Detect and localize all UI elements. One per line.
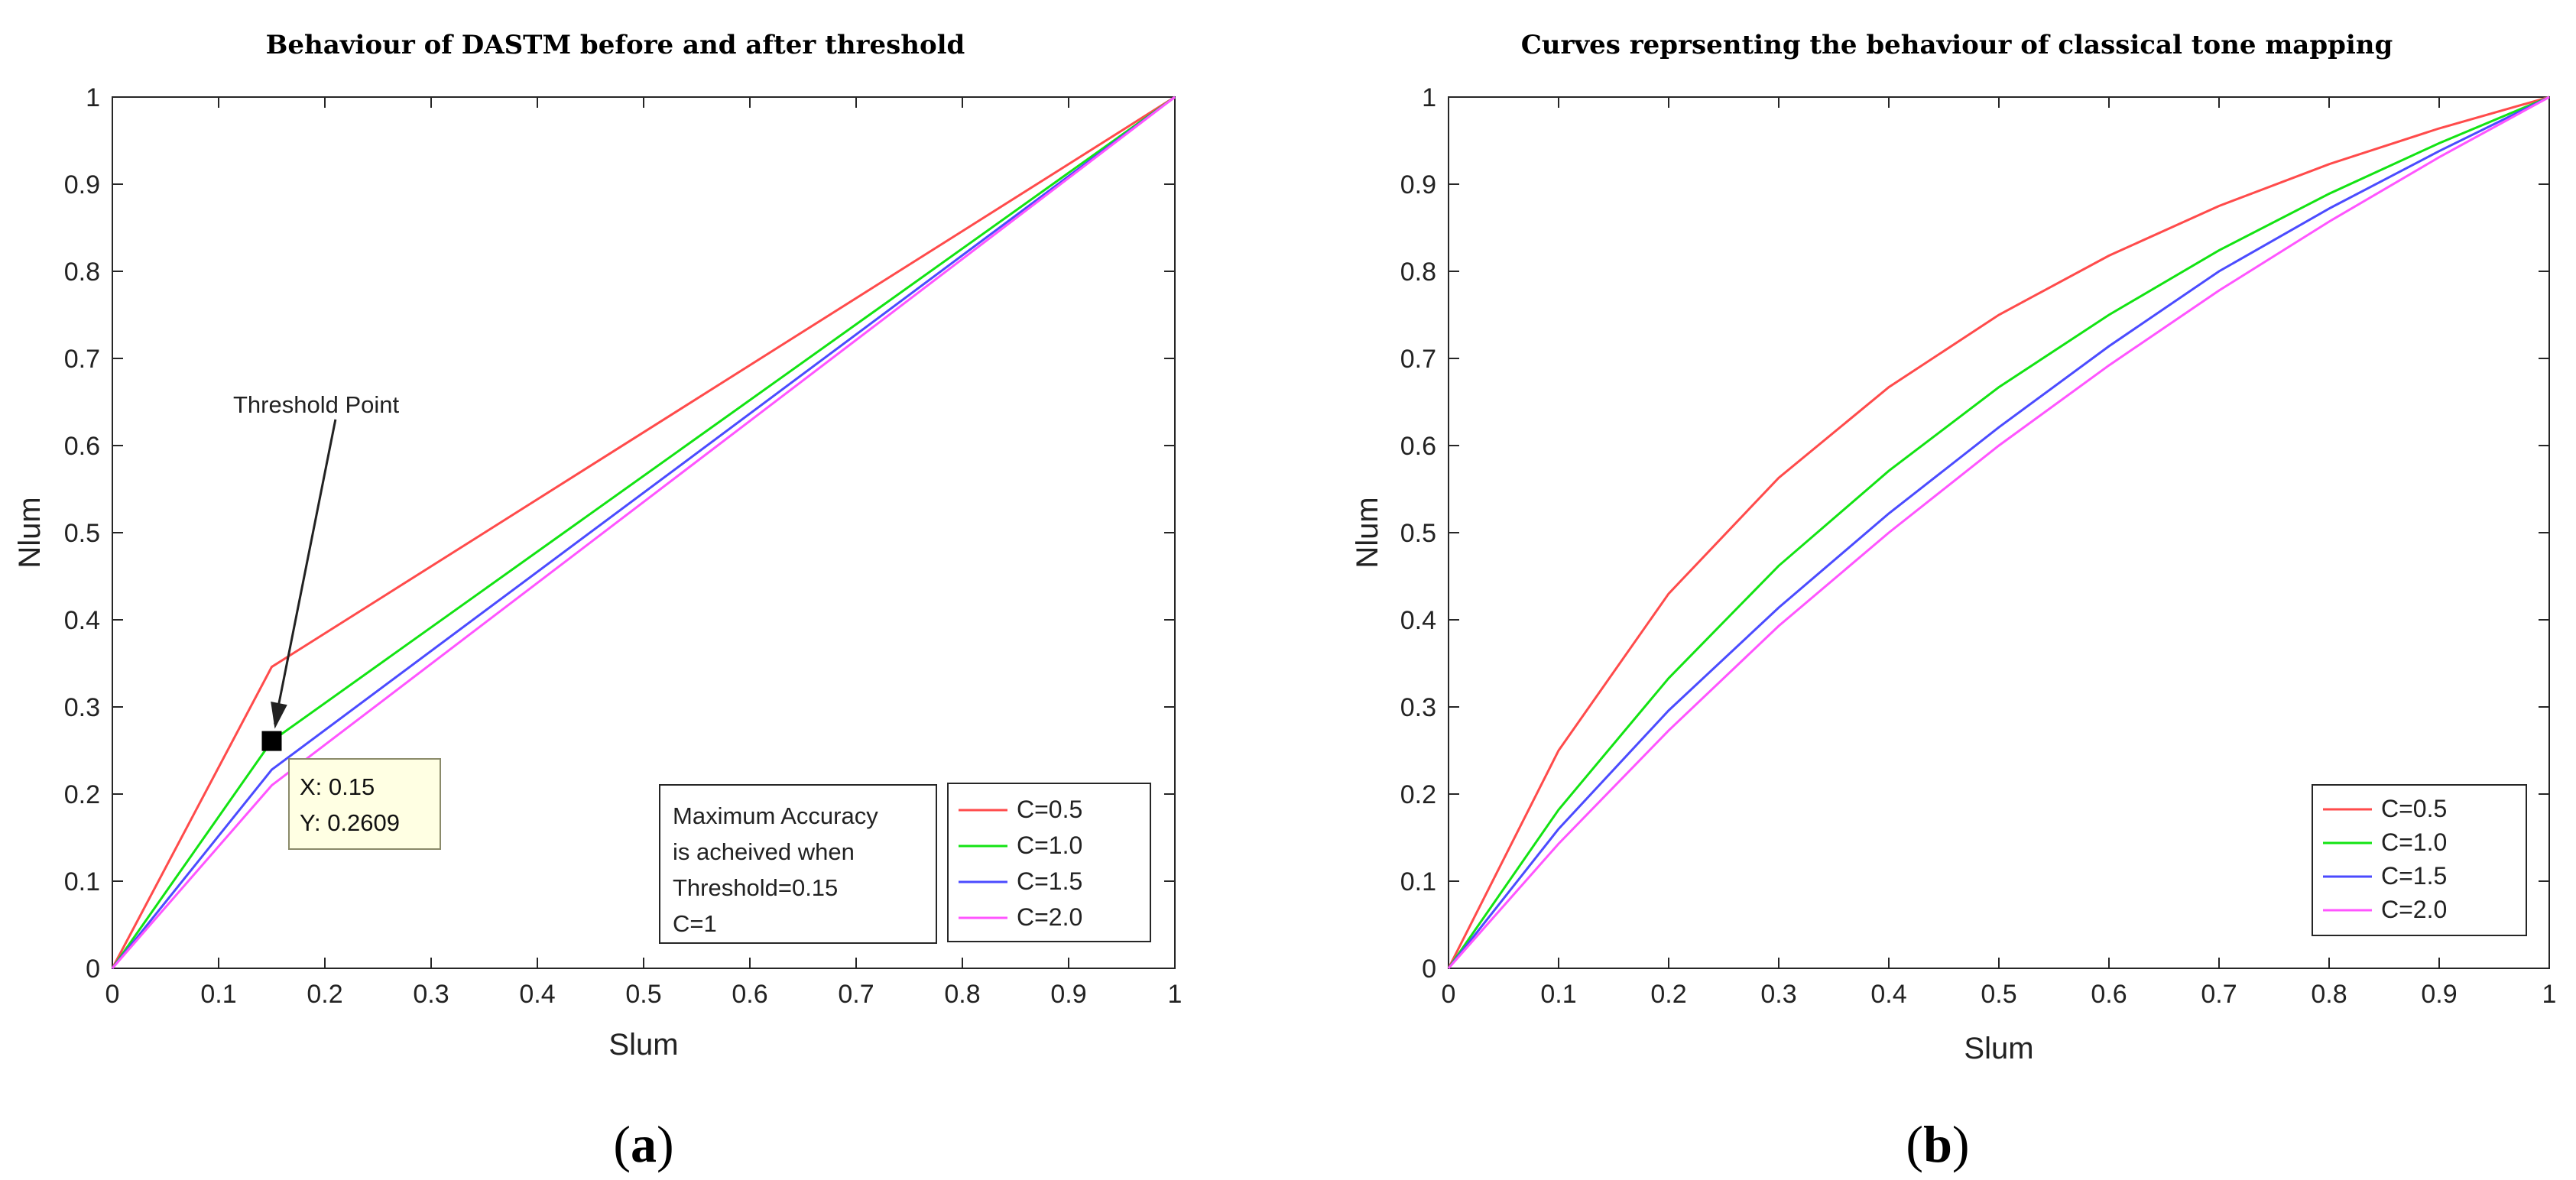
panel-b-xtick-label: 0.4 xyxy=(1870,980,1906,1009)
panel-a-caption: (a) xyxy=(613,1115,673,1173)
panel-a-ytick-label: 0.4 xyxy=(64,606,100,635)
panel-b-xtick-label: 0.5 xyxy=(1981,980,2016,1009)
panel-b-legend: C=0.5 C=1.0 C=1.5 C=2.0 xyxy=(2312,784,2527,936)
panel-a-title: Behaviour of DASTM before and after thre… xyxy=(266,30,965,60)
panel-b-xtick-label: 0.9 xyxy=(2421,980,2457,1009)
panel-a-xtick-label: 0.8 xyxy=(944,980,980,1009)
panel-b-title: Curves reprsenting the behaviour of clas… xyxy=(1521,30,2393,60)
panel-a-ticks: 0 0.1 0.2 0.3 0.4 0.5 0.6 0.7 0.8 0.9 1 0 0.1 0.2 0.3 0… xyxy=(64,83,1183,1009)
panel-a-xtick-label: 0.5 xyxy=(625,980,661,1009)
panel-a-xtick-label: 0.9 xyxy=(1050,980,1086,1009)
panel-b-xtick-label: 1 xyxy=(2542,980,2557,1009)
panel-b-ytick-label: 0.2 xyxy=(1400,780,1436,809)
panel-b-ytick-label: 0.6 xyxy=(1400,432,1436,461)
panel-b-xlabel: Slum xyxy=(1964,1032,2033,1065)
panel-a-ytick-label: 1 xyxy=(86,83,100,112)
panel-b-xtick-label: 0.6 xyxy=(2091,980,2127,1009)
panel-a-xtick-label: 0.7 xyxy=(838,980,874,1009)
panel-b-ytick-label: 1 xyxy=(1422,83,1436,112)
datatip-x: X: 0.15 xyxy=(300,773,375,800)
panel-b-series-line xyxy=(1447,96,2550,969)
panel-a-legend-label: C=0.5 xyxy=(1017,796,1082,823)
threshold-point-label: Threshold Point xyxy=(233,391,400,418)
datatip-y: Y: 0.2609 xyxy=(300,809,400,836)
panel-a-xtick-label: 0.4 xyxy=(519,980,555,1009)
panel-b-legend-label: C=2.0 xyxy=(2381,896,2447,923)
panel-a-xtick-label: 1 xyxy=(1168,980,1183,1009)
panel-b-chart: Curves reprsenting the behaviour of clas… xyxy=(1351,30,2556,1173)
panel-a-ytick-label: 0.8 xyxy=(64,258,100,287)
accuracy-note-box xyxy=(659,784,937,944)
panel-b-xtick-label: 0.2 xyxy=(1650,980,1686,1009)
datatip: X: 0.15 Y: 0.2609 xyxy=(288,758,441,850)
panel-b-ytick-label: 0.1 xyxy=(1400,867,1436,896)
panel-a-series-line xyxy=(111,96,1176,969)
panel-a-series-line xyxy=(111,96,1176,969)
panel-b-ticks: 0 0.1 0.2 0.3 0.4 0.5 0.6 0.7 0.8 0.9 1 0 0.1 0.2 0.3 0… xyxy=(1400,83,2557,1009)
panel-b-ylabel: Nlum xyxy=(1351,497,1384,568)
panel-b-xtick-label: 0.7 xyxy=(2201,980,2237,1009)
panel-a-legend-label: C=1.0 xyxy=(1017,832,1082,859)
accuracy-note-line-2: is acheived when xyxy=(673,838,855,865)
panel-a-ytick-label: 0.3 xyxy=(64,693,100,722)
panel-a-xtick-label: 0.3 xyxy=(413,980,449,1009)
panel-b-caption: (b) xyxy=(1906,1115,1969,1173)
datatip-box xyxy=(288,758,441,850)
panel-a-xtick-label: 0.1 xyxy=(200,980,236,1009)
accuracy-note-line-1: Maximum Accuracy xyxy=(673,802,878,829)
panel-a-legend-label: C=2.0 xyxy=(1017,903,1082,931)
panel-a-chart: Behaviour of DASTM before and after thre… xyxy=(13,30,1182,1173)
threshold-arrow-head xyxy=(271,701,287,729)
panel-b-series-line xyxy=(1447,96,2550,969)
threshold-arrow xyxy=(274,419,337,725)
panel-a-ytick-label: 0 xyxy=(86,955,100,984)
panel-a-xlabel: Slum xyxy=(608,1028,678,1062)
panel-a-xtick-label: 0.2 xyxy=(307,980,342,1009)
panel-a-ytick-label: 0.7 xyxy=(64,345,100,374)
panel-a-ytick-label: 0.5 xyxy=(64,519,100,548)
panel-a-xtick-label: 0 xyxy=(105,980,120,1009)
accuracy-note: Maximum Accuracy is acheived when Thresh… xyxy=(659,784,937,944)
panel-a-ytick-label: 0.1 xyxy=(64,867,100,896)
panel-b-legend-label: C=0.5 xyxy=(2381,795,2447,822)
panel-b-xtick-label: 0.3 xyxy=(1760,980,1796,1009)
threshold-marker[interactable] xyxy=(261,731,282,751)
panel-a-legend: C=0.5 C=1.0 C=1.5 C=2.0 xyxy=(947,783,1151,942)
panel-b-legend-label: C=1.5 xyxy=(2381,862,2447,890)
panel-b-xtick-label: 0 xyxy=(1442,980,1456,1009)
panel-b-ytick-label: 0.4 xyxy=(1400,606,1436,635)
panel-b-series xyxy=(1447,96,2550,969)
panel-a-ytick-label: 0.6 xyxy=(64,432,100,461)
panel-b-ytick-label: 0 xyxy=(1422,955,1436,984)
panel-b-ytick-label: 0.8 xyxy=(1400,258,1436,287)
accuracy-note-line-4: C=1 xyxy=(673,910,717,937)
panel-b-ytick-label: 0.5 xyxy=(1400,519,1436,548)
accuracy-note-line-3: Threshold=0.15 xyxy=(673,874,838,901)
panel-b-series-line xyxy=(1447,96,2550,969)
panel-a-ytick-label: 0.2 xyxy=(64,780,100,809)
panel-b-ytick-label: 0.9 xyxy=(1400,170,1436,199)
panel-a-legend-label: C=1.5 xyxy=(1017,867,1082,895)
panel-b-ytick-label: 0.7 xyxy=(1400,345,1436,374)
panel-a-series-line xyxy=(111,96,1176,969)
panel-b-legend-label: C=1.0 xyxy=(2381,828,2447,856)
panel-a-ylabel: Nlum xyxy=(13,497,47,568)
panel-b-series-line xyxy=(1447,96,2550,969)
panel-a-ytick-label: 0.9 xyxy=(64,170,100,199)
panel-b-xtick-label: 0.8 xyxy=(2311,980,2347,1009)
panel-b-xtick-label: 0.1 xyxy=(1540,980,1576,1009)
panel-a-xtick-label: 0.6 xyxy=(732,980,767,1009)
panel-b-ytick-label: 0.3 xyxy=(1400,693,1436,722)
